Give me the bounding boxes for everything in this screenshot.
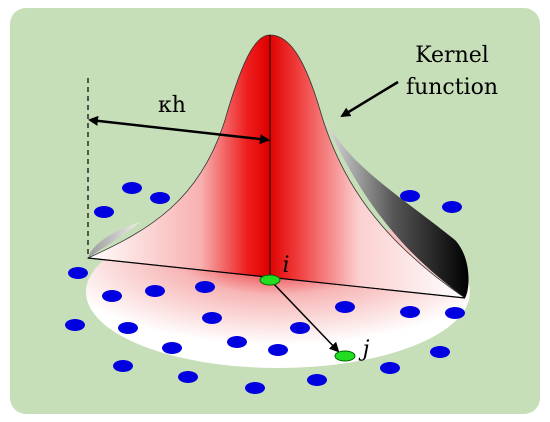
center-node-label: i: [282, 253, 289, 278]
kernel-label-line: Kernel: [415, 43, 489, 68]
neighbor-arrow: [271, 281, 340, 353]
width-arrow: [88, 115, 270, 145]
neighbor-node: [334, 350, 356, 362]
kernel-label-line: function: [406, 75, 498, 100]
width-label: κh: [158, 93, 186, 118]
center-node: [259, 274, 281, 286]
particles: [65, 182, 465, 394]
kernel-side: [320, 110, 469, 298]
kernel-arrow: [340, 80, 399, 118]
kernel-left-side: [88, 222, 140, 258]
